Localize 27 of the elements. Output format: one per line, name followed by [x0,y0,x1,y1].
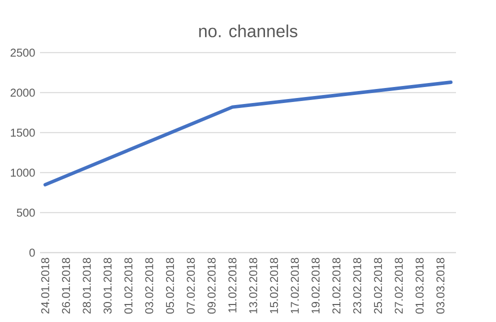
x-tick-label: 27.02.2018 [394,258,403,314]
x-tick-label: 15.02.2018 [270,258,278,314]
x-tick-label: 03.02.2018 [145,258,154,314]
x-tick-label: 07.02.2018 [186,258,195,314]
x-tick-label: 01.03.2018 [416,258,424,314]
y-tick-label: 1000 [10,168,35,177]
x-tick-label: 11.02.2018 [228,258,236,312]
x-tick-label: 25.02.2018 [374,258,382,314]
x-tick-label: 30.01.2018 [104,258,112,314]
x-tick-label: 24.01.2018 [41,258,50,314]
x-tick-label: 21.02.2018 [332,258,340,314]
x-tick-label: 13.02.2018 [249,258,258,314]
x-tick-label: 23.02.2018 [353,258,362,314]
chart-title: no. channels [199,24,298,38]
x-tick-label: 26.01.2018 [62,258,70,314]
y-tick-label: 0 [29,248,35,257]
x-tick-label: 19.02.2018 [312,258,320,314]
y-tick-label: 2000 [10,88,35,97]
y-tick-label: 2500 [10,48,35,57]
x-tick-label: 01.02.2018 [124,258,132,314]
x-tick-label: 09.02.2018 [208,258,216,314]
x-tick-label: 17.02.2018 [290,258,299,314]
y-tick-label: 1500 [10,128,35,137]
x-tick-label: 28.01.2018 [82,258,91,314]
x-tick-label: 05.02.2018 [166,258,174,314]
y-tick-label: 500 [16,208,35,217]
x-tick-label: 03.03.2018 [436,258,444,314]
